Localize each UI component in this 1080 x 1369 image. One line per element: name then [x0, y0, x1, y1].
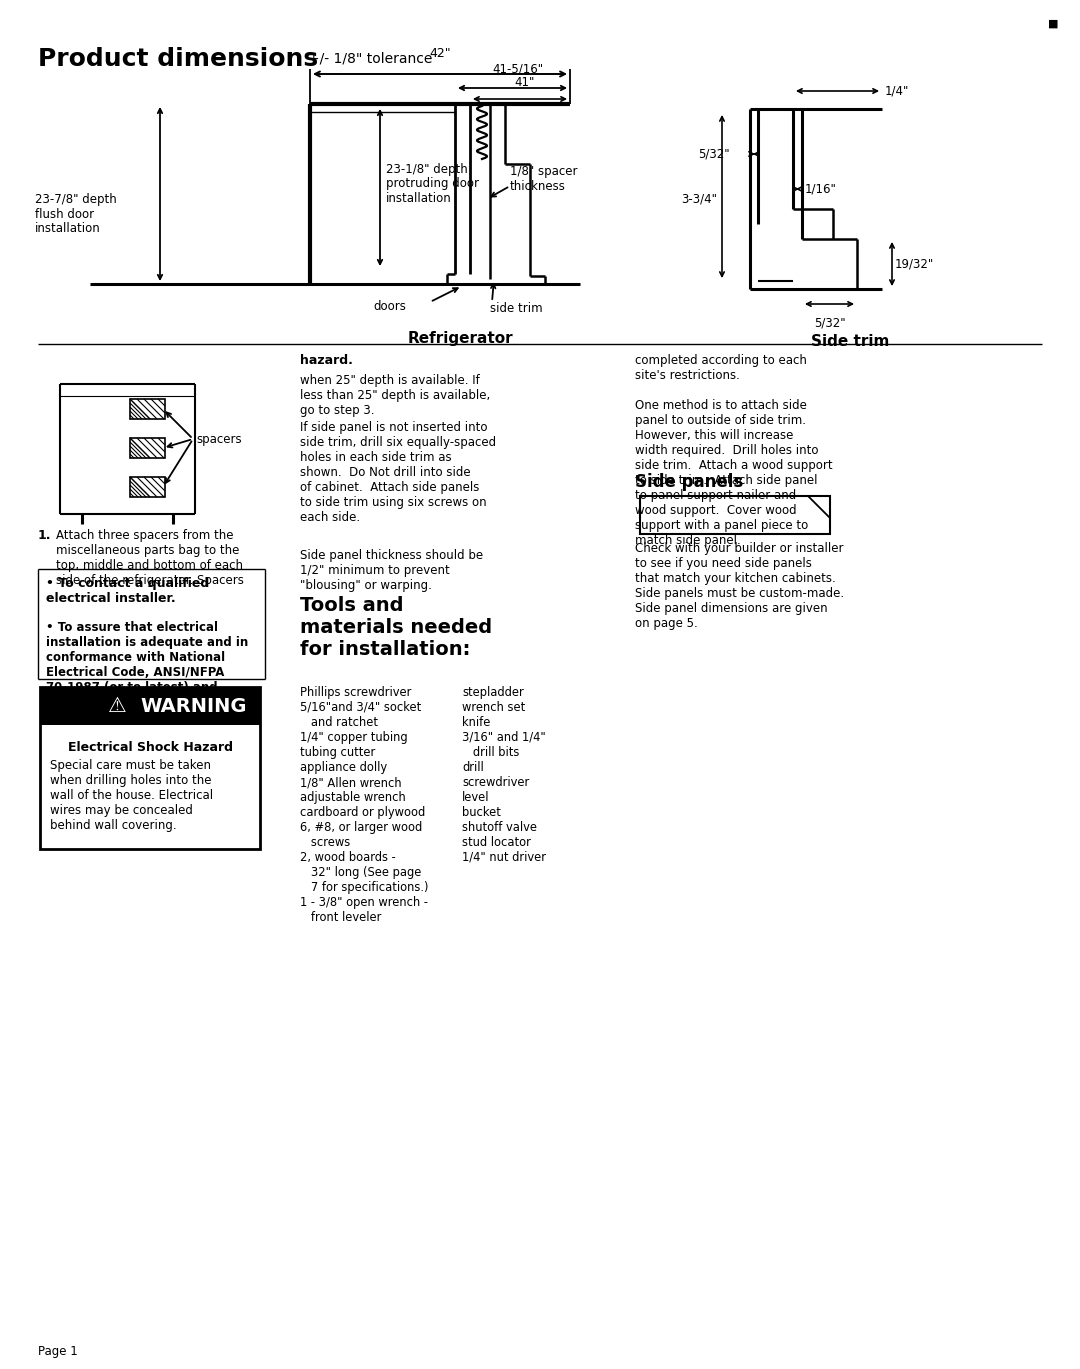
- Text: 23-7/8" depth
flush door
installation: 23-7/8" depth flush door installation: [35, 193, 117, 235]
- Text: 3-3/4": 3-3/4": [681, 193, 717, 205]
- Polygon shape: [130, 476, 165, 497]
- Text: 41": 41": [515, 77, 536, 89]
- Text: hazard.: hazard.: [300, 355, 353, 367]
- Text: 1.: 1.: [38, 528, 52, 542]
- Text: • To assure that electrical
installation is adequate and in
conformance with Nat: • To assure that electrical installation…: [46, 622, 248, 709]
- Text: doors: doors: [374, 300, 406, 312]
- Text: If side panel is not inserted into
side trim, drill six equally-spaced
holes in : If side panel is not inserted into side …: [300, 422, 496, 524]
- Text: 23-1/8" depth
protruding door
installation: 23-1/8" depth protruding door installati…: [386, 163, 480, 205]
- Text: 5/32": 5/32": [698, 148, 730, 160]
- Text: One method is to attach side
panel to outside of side trim.
However, this will i: One method is to attach side panel to ou…: [635, 398, 833, 548]
- Text: 5/32": 5/32": [813, 318, 846, 330]
- Text: ■: ■: [1048, 19, 1058, 29]
- Text: Refrigerator: Refrigerator: [407, 331, 513, 346]
- Text: Product dimensions: Product dimensions: [38, 47, 319, 71]
- Text: Electrical Shock Hazard: Electrical Shock Hazard: [67, 741, 232, 754]
- Text: completed according to each
site's restrictions.: completed according to each site's restr…: [635, 355, 807, 382]
- Text: 1/8" spacer
thickness: 1/8" spacer thickness: [510, 166, 578, 193]
- Polygon shape: [130, 398, 165, 419]
- Text: Tools and
materials needed
for installation:: Tools and materials needed for installat…: [300, 596, 492, 658]
- Text: Check with your builder or installer
to see if you need side panels
that match y: Check with your builder or installer to …: [635, 542, 845, 630]
- FancyBboxPatch shape: [640, 496, 831, 534]
- FancyBboxPatch shape: [40, 687, 260, 726]
- Text: 1/4": 1/4": [885, 85, 909, 97]
- FancyBboxPatch shape: [40, 687, 260, 849]
- Text: Page 1: Page 1: [38, 1344, 78, 1358]
- Text: Side trim: Side trim: [811, 334, 889, 349]
- Text: 41-5/16": 41-5/16": [491, 63, 543, 77]
- Text: side trim: side trim: [490, 303, 542, 315]
- Text: Side panels: Side panels: [635, 474, 743, 491]
- Text: Attach three spacers from the
miscellaneous parts bag to the
top, middle and bot: Attach three spacers from the miscellane…: [56, 528, 244, 587]
- Text: 42": 42": [429, 47, 450, 60]
- Polygon shape: [130, 438, 165, 459]
- Text: 1/16": 1/16": [805, 182, 837, 196]
- Text: Phillips screwdriver
5/16"and 3/4" socket
   and ratchet
1/4" copper tubing
tubi: Phillips screwdriver 5/16"and 3/4" socke…: [300, 686, 429, 924]
- Text: • To contact a qualified
electrical installer.: • To contact a qualified electrical inst…: [46, 576, 210, 605]
- Text: Special care must be taken
when drilling holes into the
wall of the house. Elect: Special care must be taken when drilling…: [50, 758, 213, 832]
- Text: stepladder
wrench set
knife
3/16" and 1/4"
   drill bits
drill
screwdriver
level: stepladder wrench set knife 3/16" and 1/…: [462, 686, 546, 864]
- Text: when 25" depth is available. If
less than 25" depth is available,
go to step 3.: when 25" depth is available. If less tha…: [300, 374, 490, 418]
- Text: spacers: spacers: [195, 433, 242, 445]
- Text: 19/32": 19/32": [895, 257, 934, 271]
- Text: WARNING: WARNING: [140, 697, 246, 716]
- Text: ⚠: ⚠: [108, 695, 126, 716]
- Text: Side panel thickness should be
1/2" minimum to prevent
"blousing" or warping.: Side panel thickness should be 1/2" mini…: [300, 549, 483, 591]
- Text: +/- 1/8" tolerance: +/- 1/8" tolerance: [308, 52, 432, 66]
